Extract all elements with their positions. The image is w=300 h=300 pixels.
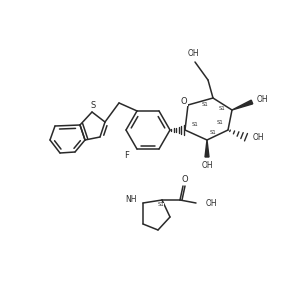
- Text: NH: NH: [125, 194, 137, 203]
- Text: O: O: [181, 97, 187, 106]
- Text: O: O: [182, 176, 188, 184]
- Text: S1: S1: [210, 130, 216, 134]
- Text: OH: OH: [206, 199, 218, 208]
- Text: OH: OH: [187, 50, 199, 58]
- Text: F: F: [124, 151, 129, 160]
- Text: OH: OH: [252, 134, 264, 142]
- Polygon shape: [205, 140, 209, 157]
- Polygon shape: [232, 100, 253, 110]
- Text: S1: S1: [219, 106, 225, 110]
- Text: S1: S1: [202, 101, 208, 106]
- Text: S: S: [90, 100, 96, 109]
- Text: S1: S1: [192, 122, 198, 127]
- Text: OH: OH: [201, 160, 213, 169]
- Text: OH: OH: [256, 95, 268, 104]
- Text: S1: S1: [217, 119, 224, 124]
- Text: S1: S1: [158, 202, 164, 208]
